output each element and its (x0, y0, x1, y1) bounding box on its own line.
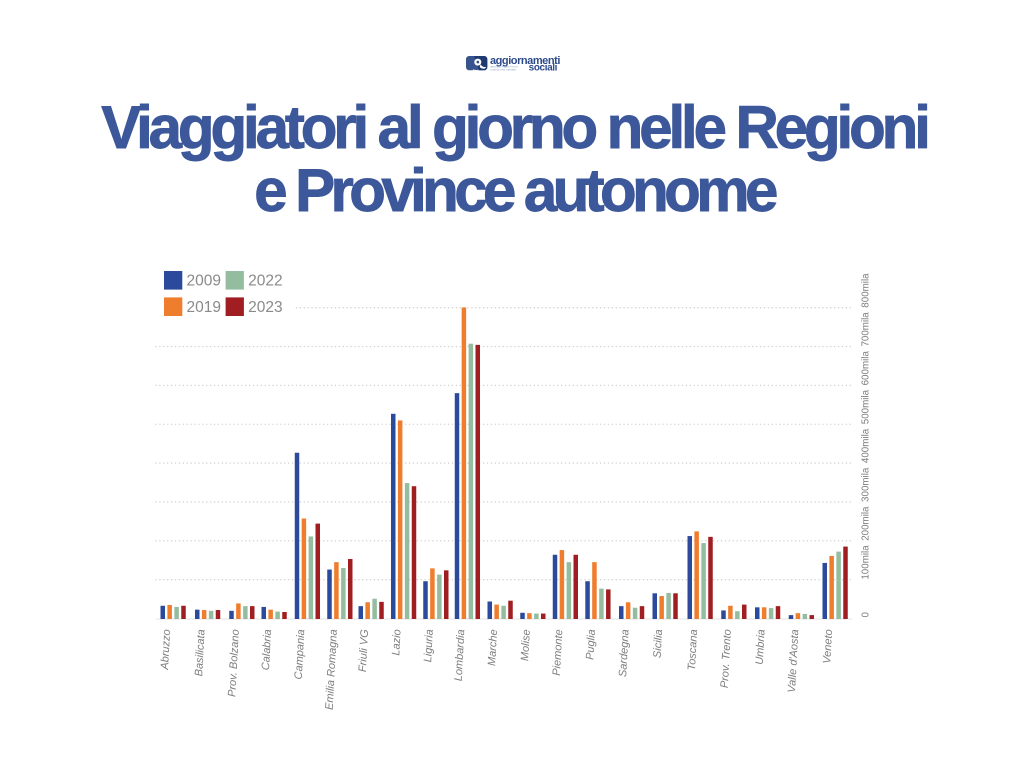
svg-text:2022: 2022 (248, 273, 282, 290)
svg-text:aggiornamenti: aggiornamenti (490, 55, 560, 67)
svg-text:800mila: 800mila (861, 273, 872, 308)
svg-text:Emilia Romagna: Emilia Romagna (324, 629, 340, 710)
svg-text:Abruzzo: Abruzzo (159, 629, 173, 671)
svg-text:Veneto: Veneto (821, 629, 835, 664)
svg-text:sociali: sociali (529, 63, 558, 74)
svg-text:700mila: 700mila (861, 312, 872, 347)
svg-text:Viaggiatori al giorno nelle Re: Viaggiatori al giorno nelle Regioni (101, 94, 927, 161)
svg-text:Marche: Marche (486, 629, 500, 666)
svg-text:Lazio: Lazio (390, 629, 403, 656)
svg-text:Sardegna: Sardegna (617, 629, 631, 677)
svg-text:500mila: 500mila (861, 389, 872, 424)
svg-text:Prov. Trento: Prov. Trento (719, 629, 734, 688)
svg-text:2019: 2019 (187, 299, 221, 316)
svg-text:Umbria: Umbria (754, 629, 768, 665)
svg-text:Toscana: Toscana (686, 629, 700, 671)
svg-text:e Province autonome: e Province autonome (254, 157, 777, 224)
svg-text:Liguria: Liguria (422, 629, 436, 663)
svg-text:2009: 2009 (187, 273, 221, 290)
svg-text:Molise: Molise (519, 629, 533, 661)
svg-text:Prov. Bolzano: Prov. Bolzano (226, 629, 242, 697)
svg-text:Valle d'Aosta: Valle d'Aosta (786, 629, 801, 693)
svg-text:ascolta, legami in un: ascolta, legami in un (490, 64, 518, 68)
svg-text:2023: 2023 (248, 299, 282, 316)
svg-text:200mila: 200mila (861, 506, 872, 541)
svg-text:Friuli VG: Friuli VG (357, 629, 371, 673)
svg-text:Sicilia: Sicilia (652, 629, 665, 658)
svg-text:Calabria: Calabria (260, 629, 274, 671)
svg-text:600mila: 600mila (861, 351, 872, 386)
svg-text:Basilicata: Basilicata (193, 629, 207, 677)
svg-text:Piemonte: Piemonte (551, 629, 565, 676)
svg-text:100mila: 100mila (861, 545, 872, 580)
svg-text:0: 0 (861, 612, 872, 618)
svg-text:mondo che cambia: mondo che cambia (490, 68, 516, 72)
svg-text:Campania: Campania (293, 629, 308, 680)
svg-text:300mila: 300mila (861, 467, 872, 502)
svg-text:400mila: 400mila (861, 428, 872, 463)
svg-text:Puglia: Puglia (584, 629, 598, 660)
svg-text:Lombardia: Lombardia (453, 629, 468, 682)
